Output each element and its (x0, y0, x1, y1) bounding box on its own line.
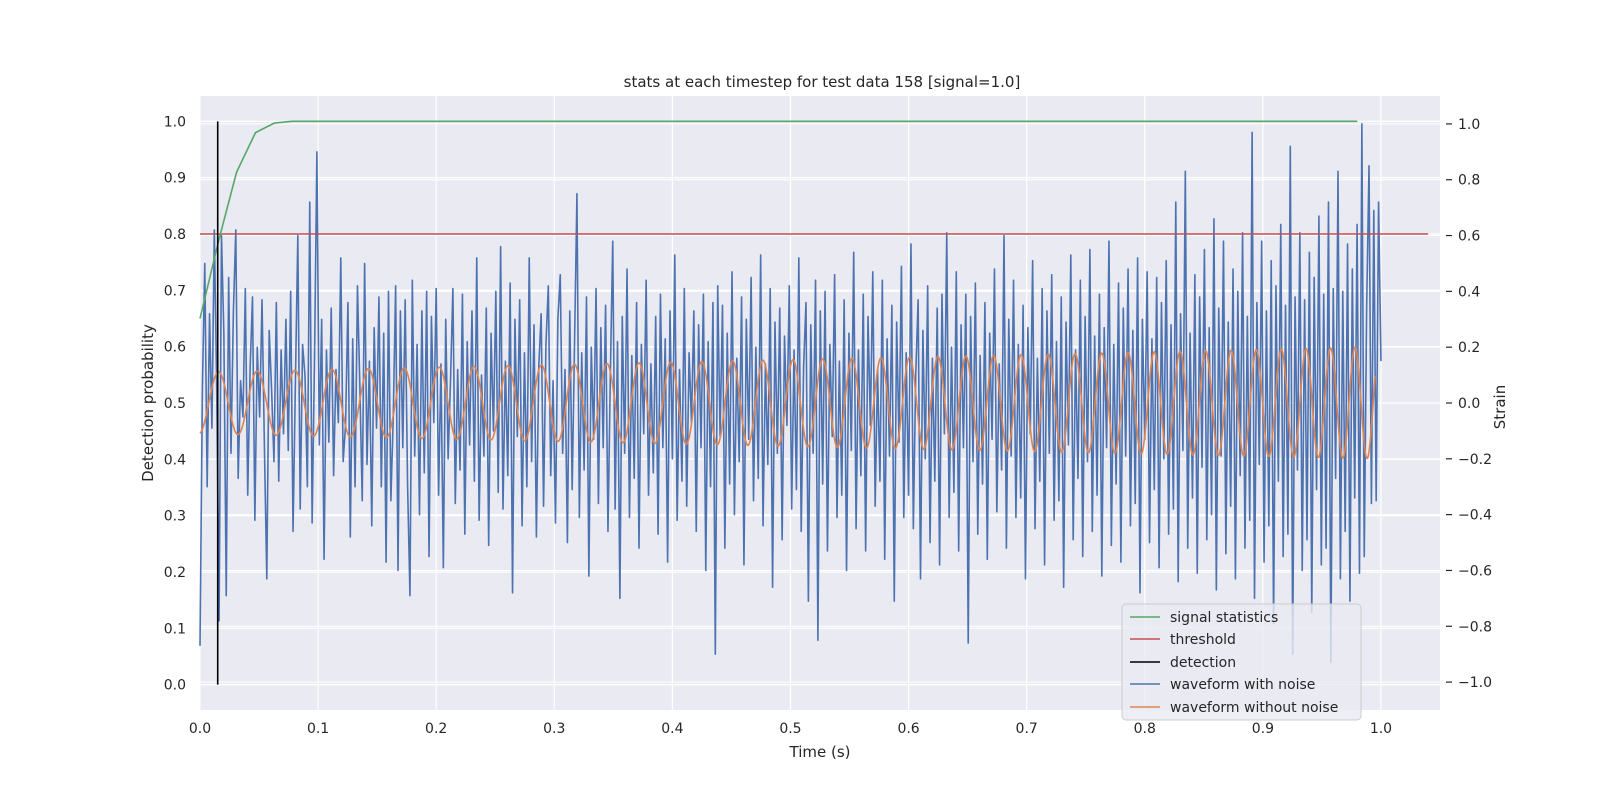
y-tick-label: 0.1 (164, 621, 186, 637)
y2-tick-label: 0.2 (1458, 340, 1480, 356)
legend-label-waveform-with-noise: waveform with noise (1170, 677, 1315, 693)
chart-title: stats at each timestep for test data 158… (624, 73, 1021, 91)
y2-tick-label: 0.8 (1458, 173, 1480, 189)
x-tick-label: 0.6 (897, 721, 919, 737)
x-tick-label: 0.0 (189, 721, 211, 737)
y-tick-label: 0.6 (164, 340, 186, 356)
x-tick-label: 0.5 (779, 721, 801, 737)
y-tick-label: 0.0 (164, 678, 186, 694)
x-tick-label: 0.1 (307, 721, 329, 737)
y-tick-label: 0.7 (164, 283, 186, 299)
x-tick-label: 0.9 (1252, 721, 1274, 737)
y2-tick-label: 0.6 (1458, 229, 1480, 245)
y-tick-label: 0.8 (164, 227, 186, 243)
y2-tick-label: 0.0 (1458, 396, 1480, 412)
legend: signal statistics threshold detection wa… (1121, 603, 1362, 721)
x-tick-label: 0.7 (1016, 721, 1038, 737)
legend-box (1121, 603, 1362, 721)
legend-label-waveform-without-noise: waveform without noise (1170, 700, 1338, 716)
x-tick-label: 1.0 (1370, 721, 1392, 737)
y-tick-label: 0.4 (164, 452, 186, 468)
y-tick-label: 0.2 (164, 565, 186, 581)
y-tick-label: 0.9 (164, 171, 186, 187)
x-axis-label: Time (s) (789, 743, 851, 761)
y2-axis-label: Strain (1491, 385, 1509, 429)
x-tick-label: 0.2 (425, 721, 447, 737)
x-tick-label: 0.4 (661, 721, 683, 737)
legend-label-signal-statistics: signal statistics (1170, 610, 1278, 626)
series-layer (199, 120, 1429, 685)
legend-label-detection: detection (1170, 655, 1236, 671)
y2-tick-label: −1.0 (1458, 675, 1492, 691)
y-axis-label: Detection probability (139, 324, 157, 482)
y-tick-label: 0.3 (164, 509, 186, 525)
y2-tick-label: −0.4 (1458, 508, 1492, 524)
x-tick-label: 0.8 (1134, 721, 1156, 737)
series-line-waveform-without-noise (199, 346, 1376, 460)
y2-tick-label: −0.2 (1458, 452, 1492, 468)
legend-label-threshold: threshold (1170, 632, 1236, 648)
y2-tick-label: −0.8 (1458, 619, 1492, 635)
y-tick-label: 1.0 (164, 114, 186, 130)
y2-tick-label: 1.0 (1458, 117, 1480, 133)
axis-ticks: 0.0 0.1 0.2 0.3 0.4 0.5 0.6 0.7 0.8 0.9 1.0 0.0 0.1 0… (164, 114, 1492, 737)
y2-tick-label: −0.6 (1458, 563, 1492, 579)
y-tick-label: 0.5 (164, 396, 186, 412)
series-line-signal-statistics (199, 120, 1358, 319)
x-tick-label: 0.3 (543, 721, 565, 737)
y2-tick-label: 0.4 (1458, 284, 1480, 300)
series-line-waveform-with-noise (199, 123, 1382, 664)
